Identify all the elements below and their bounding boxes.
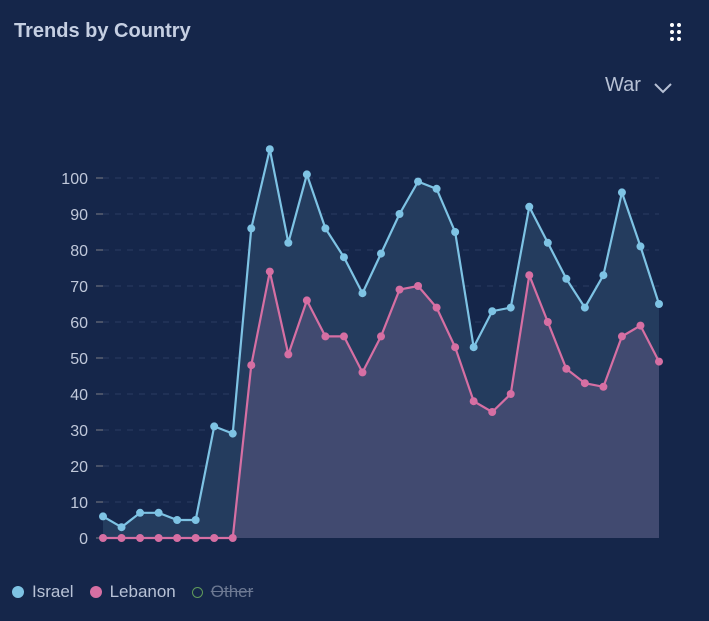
- y-tick-label: 0: [79, 531, 88, 548]
- point-lebanon: [414, 282, 423, 290]
- point-lebanon: [377, 332, 385, 341]
- point-israel: [302, 170, 311, 179]
- dots-grid-icon[interactable]: [670, 23, 684, 43]
- point-israel: [191, 516, 200, 524]
- point-lebanon: [284, 350, 293, 359]
- point-lebanon: [228, 534, 237, 542]
- y-tick-label: 30: [70, 423, 88, 440]
- point-israel: [339, 253, 348, 262]
- point-israel: [636, 242, 645, 251]
- y-tick-label: 50: [70, 351, 88, 368]
- point-lebanon: [636, 321, 645, 330]
- point-israel: [117, 523, 126, 532]
- point-israel: [543, 238, 552, 247]
- point-israel: [562, 274, 571, 283]
- dropdown-value: War: [605, 74, 641, 96]
- point-israel: [580, 303, 589, 312]
- point-lebanon: [358, 368, 367, 377]
- point-lebanon: [265, 267, 274, 276]
- point-lebanon: [136, 534, 145, 542]
- point-israel: [358, 289, 367, 298]
- point-lebanon: [562, 364, 571, 373]
- point-lebanon: [247, 361, 256, 370]
- widget-title: Trends by Country: [14, 20, 191, 42]
- point-israel: [506, 303, 515, 312]
- point-israel: [488, 307, 497, 316]
- point-israel: [321, 224, 330, 233]
- point-israel: [228, 429, 237, 438]
- legend-label: Lebanon: [109, 582, 176, 601]
- point-lebanon: [506, 390, 515, 398]
- point-israel: [265, 145, 274, 154]
- point-israel: [154, 508, 163, 517]
- point-lebanon: [655, 357, 663, 366]
- y-tick-label: 10: [70, 495, 88, 512]
- y-tick-label: 100: [61, 171, 88, 188]
- point-lebanon: [302, 296, 311, 305]
- y-tick-label: 20: [70, 459, 88, 476]
- point-lebanon: [395, 285, 404, 294]
- point-lebanon: [191, 534, 200, 542]
- legend-item-israel[interactable]: Israel: [12, 582, 74, 602]
- point-lebanon: [469, 397, 478, 406]
- legend-item-other[interactable]: Other: [191, 582, 254, 602]
- point-lebanon: [321, 332, 330, 341]
- point-israel: [173, 516, 182, 524]
- point-lebanon: [525, 271, 534, 280]
- chevron-down-icon: [654, 82, 672, 93]
- legend: Israel Lebanon Other: [12, 582, 253, 602]
- point-lebanon: [488, 408, 497, 416]
- point-israel: [617, 188, 626, 197]
- y-tick-label: 80: [70, 243, 88, 260]
- y-tick-label: 70: [70, 279, 88, 296]
- point-israel: [136, 508, 145, 517]
- point-lebanon: [173, 534, 182, 542]
- legend-label: Other: [210, 582, 254, 601]
- point-lebanon: [339, 332, 348, 341]
- point-lebanon: [210, 534, 219, 542]
- y-tick-label: 60: [70, 315, 88, 332]
- point-lebanon: [543, 318, 552, 326]
- point-lebanon: [117, 534, 126, 542]
- point-israel: [284, 238, 293, 247]
- point-israel: [655, 300, 663, 308]
- point-israel: [414, 177, 423, 186]
- point-lebanon: [580, 379, 589, 388]
- point-israel: [432, 184, 441, 193]
- point-lebanon: [99, 534, 107, 542]
- point-israel: [395, 210, 404, 218]
- point-israel: [599, 271, 608, 280]
- point-israel: [525, 202, 534, 211]
- legend-label: Israel: [32, 582, 74, 601]
- other-ring-icon: [191, 586, 203, 598]
- point-lebanon: [432, 303, 441, 312]
- point-israel: [451, 228, 460, 236]
- israel-dot-icon: [12, 586, 24, 598]
- point-lebanon: [451, 343, 460, 352]
- lebanon-dot-icon: [89, 586, 102, 598]
- y-tick-label: 40: [70, 387, 88, 404]
- point-lebanon: [599, 382, 608, 391]
- point-israel: [210, 422, 219, 431]
- point-israel: [99, 512, 107, 521]
- y-tick-label: 90: [70, 207, 88, 224]
- category-dropdown[interactable]: War: [605, 74, 673, 97]
- point-israel: [469, 343, 478, 352]
- point-lebanon: [154, 534, 163, 542]
- legend-item-lebanon[interactable]: Lebanon: [89, 582, 176, 602]
- point-israel: [377, 249, 385, 258]
- point-israel: [247, 224, 256, 233]
- point-lebanon: [617, 332, 626, 341]
